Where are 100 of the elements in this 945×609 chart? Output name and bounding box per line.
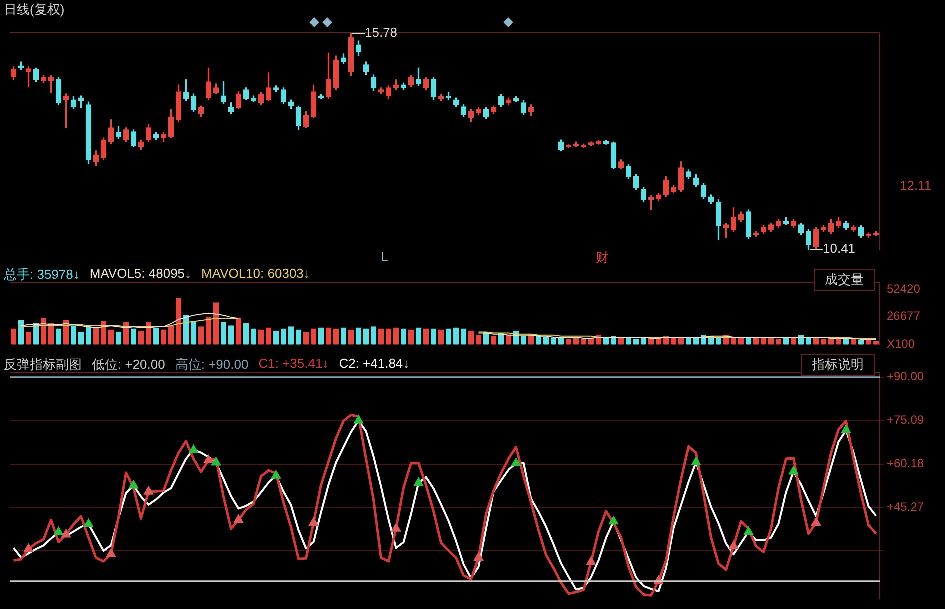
bar	[386, 328, 392, 345]
point	[204, 454, 214, 464]
bar	[333, 328, 340, 345]
bar	[250, 328, 257, 345]
bar	[446, 328, 452, 345]
text: MAVOL10: 60303↓	[202, 266, 310, 283]
y-tick-label: +75.09	[887, 413, 924, 428]
y-tick-label: X100	[887, 337, 916, 352]
point	[841, 424, 852, 434]
point	[788, 466, 799, 475]
point	[728, 540, 739, 550]
text: C1: +35.41↓	[258, 356, 330, 373]
text: 指标说明	[801, 354, 875, 376]
bar	[18, 320, 24, 345]
point	[24, 544, 34, 552]
ref-line-label: 低位: +20.00	[92, 356, 166, 374]
bar	[318, 328, 324, 345]
point	[354, 415, 364, 424]
ref-line-label: 高位: +90.00	[175, 356, 249, 374]
bar	[168, 326, 174, 345]
point	[234, 514, 244, 524]
point	[691, 456, 702, 466]
annotation: —10.41	[810, 241, 856, 256]
y-tick-label: +90.00	[887, 370, 924, 384]
bar	[266, 328, 272, 345]
bar	[243, 324, 250, 345]
point	[608, 516, 619, 525]
annotation: L	[381, 249, 388, 264]
bar	[348, 330, 354, 345]
annotation: —15.78	[352, 25, 398, 40]
bar	[340, 328, 347, 345]
bar	[56, 328, 62, 345]
bar	[273, 330, 280, 345]
text: MAVOL5: 48095↓	[90, 266, 192, 283]
bar	[213, 302, 220, 345]
bar	[160, 330, 167, 345]
bar	[296, 330, 302, 345]
bar	[378, 328, 384, 345]
bar	[416, 328, 422, 345]
y-tick-label: 26677	[887, 309, 921, 324]
bar	[93, 328, 100, 345]
bar	[363, 328, 370, 345]
bar	[326, 328, 332, 345]
point	[61, 529, 72, 538]
point	[144, 486, 154, 495]
bar	[393, 328, 400, 345]
bar	[176, 298, 182, 345]
bar	[453, 328, 460, 345]
bar	[400, 328, 407, 345]
bar	[258, 330, 264, 345]
text: 12.11	[900, 178, 932, 193]
bar	[138, 330, 144, 345]
y-tick-label: +60.18	[887, 456, 924, 471]
bar	[408, 330, 414, 345]
annotation: 成交量	[814, 269, 875, 291]
bar	[153, 328, 160, 345]
bar	[430, 328, 437, 345]
bar	[70, 326, 77, 345]
bar	[356, 328, 362, 345]
bar	[86, 326, 92, 345]
bar	[303, 332, 310, 345]
bar	[506, 335, 512, 345]
bar	[198, 326, 204, 345]
bar	[460, 328, 467, 345]
chart-title: 反弹指标副图	[4, 356, 82, 374]
bar	[130, 328, 137, 345]
text: 总手: 35978↓	[4, 266, 80, 284]
bar	[438, 330, 444, 345]
bar	[423, 328, 430, 345]
y-tick-label: 52420	[887, 282, 921, 296]
point	[744, 526, 754, 536]
point	[474, 552, 484, 562]
bar	[280, 328, 287, 345]
point	[84, 518, 94, 528]
annotation: 财	[596, 249, 609, 267]
point	[811, 518, 822, 526]
point	[391, 523, 402, 532]
bar	[78, 332, 84, 345]
bar	[206, 317, 212, 345]
bar	[190, 321, 197, 345]
bar	[26, 332, 32, 345]
bar	[116, 332, 122, 345]
point	[106, 548, 116, 558]
bar	[370, 326, 377, 345]
point	[128, 480, 139, 489]
point	[271, 470, 282, 479]
point	[414, 478, 424, 486]
bar	[220, 322, 227, 345]
chart-title: 日线(复权)	[4, 1, 65, 19]
y-tick-label: +45.27	[887, 500, 924, 514]
bar	[468, 330, 474, 345]
point	[188, 444, 199, 454]
bar	[108, 330, 114, 345]
point	[308, 518, 319, 526]
bar	[288, 326, 294, 345]
point	[511, 458, 522, 466]
bar	[228, 326, 234, 345]
bar	[476, 335, 482, 345]
text: C2: +41.84↓	[339, 356, 410, 373]
bar	[236, 318, 242, 345]
